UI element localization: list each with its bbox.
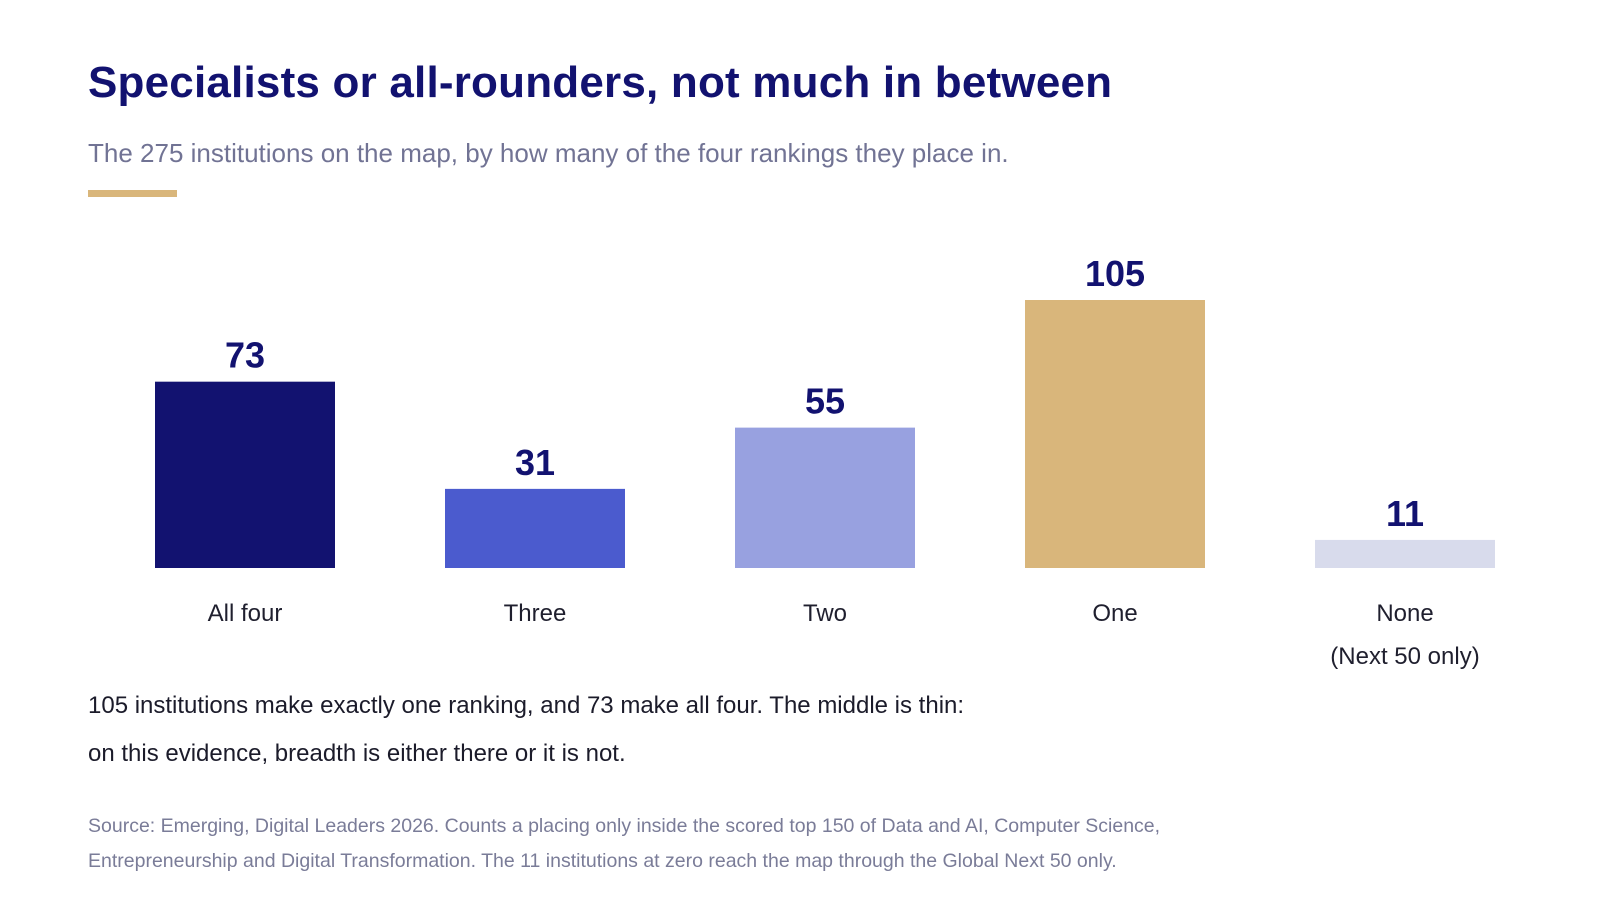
takeaway-line-1: 105 institutions make exactly one rankin… bbox=[88, 692, 965, 719]
category-label: One bbox=[1092, 600, 1137, 627]
bar-three bbox=[445, 488, 625, 568]
takeaway-line-2: on this evidence, breadth is either ther… bbox=[88, 740, 626, 767]
category-label: Three bbox=[504, 600, 567, 627]
chart-subtitle: The 275 institutions on the map, by how … bbox=[88, 138, 1009, 168]
bar-one bbox=[1025, 300, 1205, 568]
bar-value-label: 55 bbox=[805, 381, 845, 422]
category-label: None bbox=[1376, 600, 1433, 627]
bar-value-label: 105 bbox=[1085, 253, 1145, 294]
chart-title: Specialists or all-rounders, not much in… bbox=[88, 58, 1113, 107]
accent-rule bbox=[88, 190, 177, 197]
category-sublabel: (Next 50 only) bbox=[1330, 643, 1479, 670]
bar-all-four bbox=[155, 381, 335, 568]
bar-value-label: 31 bbox=[515, 442, 555, 483]
source-line-1: Source: Emerging, Digital Leaders 2026. … bbox=[88, 815, 1161, 837]
source-line-2: Entrepreneurship and Digital Transformat… bbox=[88, 850, 1117, 872]
bar-none bbox=[1315, 539, 1495, 568]
bar-two bbox=[735, 427, 915, 568]
bar-value-label: 73 bbox=[225, 335, 265, 376]
category-label: Two bbox=[803, 600, 847, 627]
category-label: All four bbox=[208, 600, 283, 627]
bar-value-label: 11 bbox=[1386, 493, 1424, 534]
